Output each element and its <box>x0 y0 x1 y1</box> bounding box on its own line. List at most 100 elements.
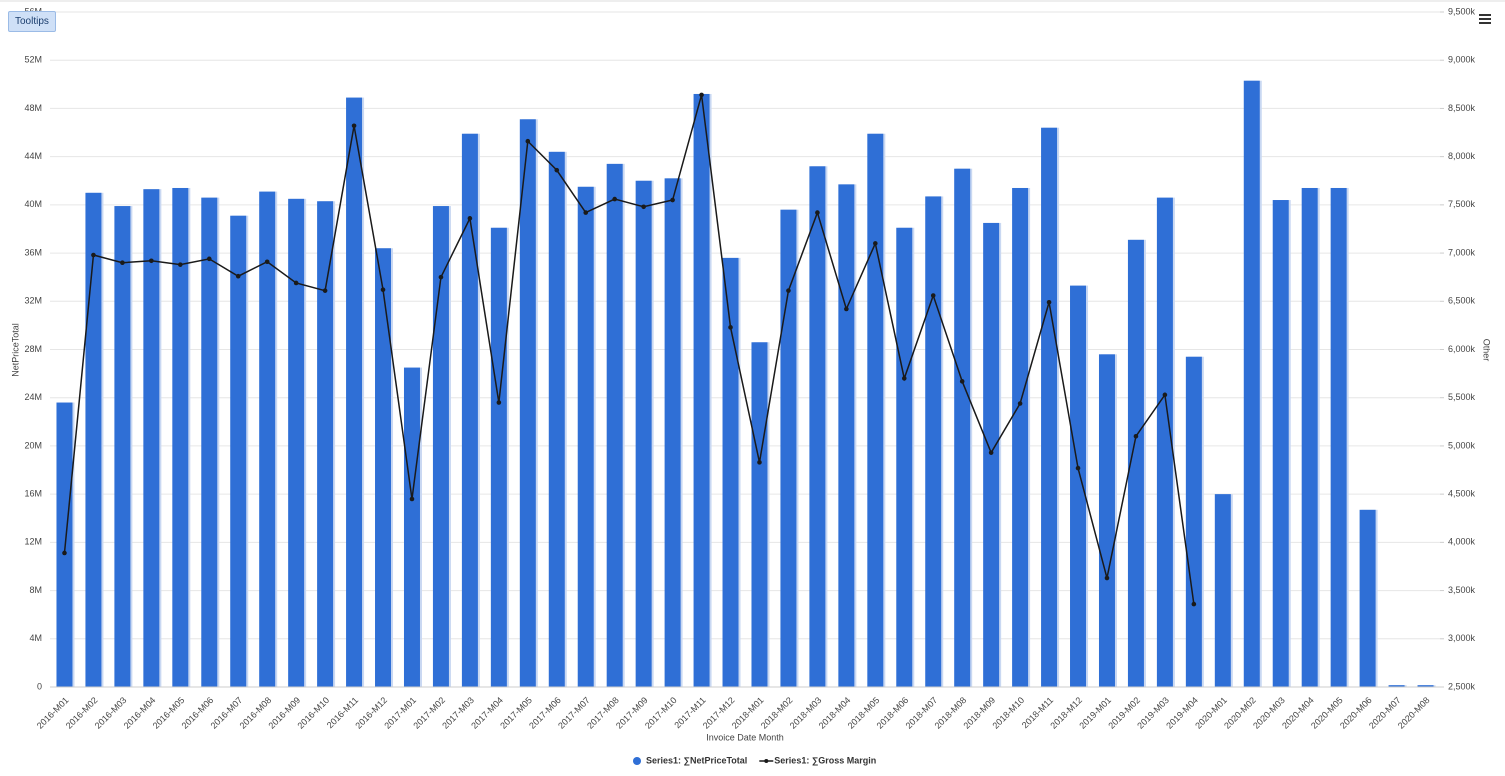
bar <box>85 192 102 687</box>
line-marker <box>612 196 617 202</box>
y2-tick-label: 8,000k <box>1448 151 1476 161</box>
line <box>63 94 1195 605</box>
y-tick-label: 16M <box>24 489 42 499</box>
bar <box>461 133 478 687</box>
bar <box>1156 197 1173 687</box>
bar <box>606 163 623 687</box>
bar <box>1214 494 1231 687</box>
line-marker <box>1046 299 1052 305</box>
line-marker <box>351 123 357 129</box>
line-marker <box>670 197 675 203</box>
line-marker <box>757 460 762 465</box>
bar <box>577 186 594 687</box>
bar <box>114 206 131 687</box>
y2-tick-label: 5,500k <box>1448 392 1476 402</box>
line-marker <box>178 262 183 267</box>
bar <box>1417 685 1434 687</box>
tooltips-button[interactable]: Tooltips <box>8 11 56 32</box>
bar <box>954 168 971 688</box>
bar <box>1185 356 1202 687</box>
line-marker <box>91 252 96 258</box>
y-tick-label: 0 <box>37 681 42 691</box>
line-marker <box>815 210 820 215</box>
bar <box>1041 127 1058 687</box>
bar <box>1388 685 1405 687</box>
line-marker <box>988 450 994 455</box>
legend-swatch <box>764 759 769 763</box>
line-marker <box>728 325 733 330</box>
y-axis-title: NetPriceTotal <box>10 323 20 377</box>
y-tick-label: 40M <box>24 199 42 209</box>
line-marker <box>1191 601 1197 607</box>
y-tick-label: 8M <box>29 585 42 595</box>
bar <box>780 209 797 687</box>
line-marker <box>786 288 791 293</box>
bar <box>1098 354 1115 687</box>
bar <box>1012 187 1029 687</box>
y-tick-label: 24M <box>24 392 42 402</box>
line-marker <box>467 216 473 221</box>
line-marker <box>264 259 270 265</box>
y2-tick-label: 3,500k <box>1448 585 1476 595</box>
bar <box>664 178 681 687</box>
line-marker <box>554 167 560 173</box>
y-tick-label: 44M <box>24 151 42 161</box>
y2-tick-label: 7,000k <box>1448 247 1476 257</box>
bar <box>490 227 507 688</box>
y-tick-label: 36M <box>24 247 42 257</box>
line-marker <box>641 204 646 210</box>
bar <box>548 151 565 688</box>
line-marker <box>844 306 849 312</box>
bar <box>1243 80 1260 687</box>
y-tick-label: 32M <box>24 296 42 306</box>
bar <box>1272 200 1289 688</box>
legend-label: Series1: ∑Gross Margin <box>774 755 876 765</box>
line-marker <box>438 274 444 280</box>
bar <box>1330 187 1347 687</box>
bar <box>867 133 884 687</box>
bar <box>1127 239 1144 687</box>
y2-tick-label: 4,500k <box>1448 489 1476 499</box>
line-marker <box>699 92 704 98</box>
bar <box>56 402 73 687</box>
menu-icon[interactable] <box>1479 14 1491 24</box>
y2-tick-label: 9,500k <box>1448 6 1476 16</box>
line-marker <box>322 288 328 293</box>
legend-label: Series1: ∑NetPriceTotal <box>646 755 747 765</box>
y-tick-label: 20M <box>24 440 42 450</box>
bar <box>403 367 420 687</box>
bar <box>201 197 218 687</box>
line-marker <box>959 379 965 384</box>
line-marker <box>120 260 125 266</box>
y2-tick-label: 4,000k <box>1448 537 1476 547</box>
line-marker <box>496 400 502 405</box>
bar <box>1301 187 1318 687</box>
y2-axis-title: Other <box>1482 339 1492 362</box>
bar <box>722 257 739 687</box>
bar <box>230 215 247 687</box>
y2-tick-label: 8,500k <box>1448 103 1476 113</box>
y-tick-label: 52M <box>24 55 42 65</box>
line-marker <box>235 273 241 279</box>
bar <box>925 196 942 687</box>
legend-swatch <box>633 757 641 765</box>
bar <box>346 97 363 687</box>
line-marker <box>1133 433 1139 439</box>
bar <box>259 191 276 688</box>
y-tick-label: 12M <box>24 537 42 547</box>
y2-tick-label: 6,000k <box>1448 344 1476 354</box>
bar <box>519 119 536 687</box>
line-marker <box>1104 575 1110 581</box>
y-tick-label: 4M <box>29 633 42 643</box>
y2-tick-label: 6,500k <box>1448 296 1476 306</box>
x-tick-label: 2020-M08 <box>1396 695 1432 731</box>
line-marker <box>583 210 589 215</box>
line-marker <box>206 256 212 262</box>
line-marker <box>62 550 67 556</box>
y2-tick-label: 2,500k <box>1448 681 1476 691</box>
bar <box>172 187 189 687</box>
line-marker <box>873 241 878 246</box>
line-marker <box>149 258 154 264</box>
line-marker <box>409 496 415 502</box>
